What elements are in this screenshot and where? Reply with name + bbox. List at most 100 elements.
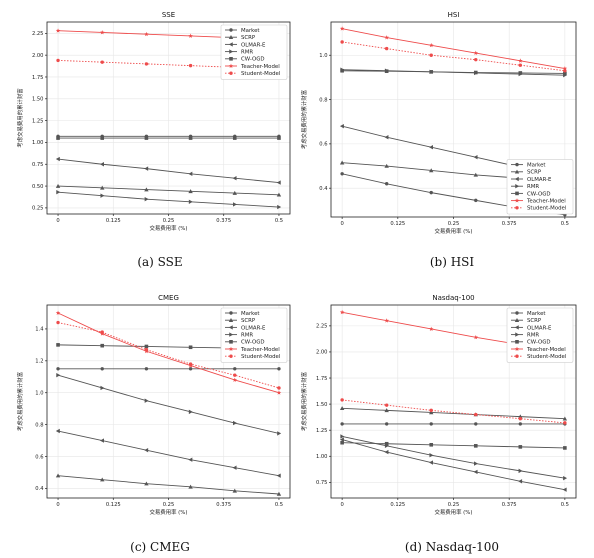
data-point-olmar-e <box>339 437 344 442</box>
legend-marker-rmr <box>515 184 520 189</box>
chart-title: CMEG <box>158 294 179 302</box>
legend-marker-market <box>515 311 519 315</box>
legend-label-teacher-model: Teacher-Model <box>240 64 280 70</box>
y-tick-label: 0.4 <box>35 486 44 492</box>
x-tick-label: 0.125 <box>106 218 121 224</box>
data-point-teacher-model <box>144 31 149 37</box>
legend-marker-olmar-e <box>514 325 519 330</box>
data-point-cw-ogd <box>100 343 105 348</box>
series-student-model <box>56 320 281 390</box>
data-point-rmr <box>56 189 61 195</box>
data-point-cw-ogd <box>188 136 193 140</box>
legend-marker-teacher-model <box>228 346 234 351</box>
data-point-student-model <box>56 58 60 63</box>
data-point-teacher-model <box>384 318 389 323</box>
legend-marker-market <box>515 162 519 167</box>
series-line-rmr <box>57 374 280 434</box>
series-cw-ogd <box>56 136 281 140</box>
data-point-scrp <box>55 473 61 478</box>
data-point-scrp <box>144 481 149 486</box>
data-point-scrp <box>188 189 193 194</box>
y-tick-label: 0.75 <box>316 480 328 486</box>
data-point-cw-ogd <box>100 136 105 140</box>
legend-marker-teacher-model <box>514 198 520 203</box>
legend-label-teacher-model: Teacher-Model <box>240 347 280 353</box>
data-point-scrp <box>384 163 389 168</box>
legend-marker-olmar-e <box>228 42 233 47</box>
x-axis-label: 交易费用率 (%) <box>150 508 188 516</box>
data-point-olmar-e <box>339 123 344 129</box>
data-point-teacher-model <box>428 42 434 48</box>
caption-b: (b) HSI <box>430 255 475 269</box>
legend-label-cw-ogd: CW-OGD <box>527 191 551 197</box>
y-tick-label: 1.25 <box>316 428 328 434</box>
legend-label-student-model: Student-Model <box>527 206 566 212</box>
x-tick-label: 0 <box>56 502 59 508</box>
series-line-student-model <box>342 41 565 72</box>
data-point-market <box>384 182 389 186</box>
chart-title: HSI <box>448 11 460 19</box>
legend-label-market: Market <box>241 311 260 317</box>
data-point-student-model <box>384 46 389 51</box>
data-point-student-model <box>474 412 478 417</box>
legend-marker-market <box>229 28 233 32</box>
data-point-cw-ogd <box>56 343 60 347</box>
legend-marker-scrp <box>514 318 520 322</box>
legend-marker-student-model <box>515 354 519 358</box>
series-line-scrp <box>342 407 565 420</box>
data-point-teacher-model <box>339 309 345 315</box>
legend-label-rmr: RMR <box>241 333 253 339</box>
legend-label-scrp: SCRP <box>241 35 256 41</box>
x-tick-label: 0.5 <box>561 502 569 508</box>
data-point-market <box>384 422 389 426</box>
data-point-olmar-e <box>55 428 60 434</box>
legend-label-cw-ogd: CW-OGD <box>241 57 265 63</box>
x-tick-label: 0.5 <box>275 502 283 508</box>
series-line-scrp <box>58 475 279 495</box>
data-point-student-model <box>144 62 149 66</box>
data-point-cw-ogd <box>144 344 149 349</box>
series-line-olmar-e <box>57 430 280 477</box>
data-point-scrp <box>339 406 345 411</box>
data-point-olmar-e <box>384 449 389 455</box>
legend-label-student-model: Student-Model <box>527 354 566 360</box>
caption-c: (c) CMEG <box>130 540 190 554</box>
y-tick-label: 1.00 <box>316 454 328 460</box>
chart-panel-3: 0.4 0.6 0.8 1.0 1.2 1.4 0 0.125 0.25 0.375 0.5 CMEG… <box>16 294 291 516</box>
series-line-rmr <box>342 436 565 479</box>
data-point-student-model <box>100 60 104 64</box>
series-line-teacher-model <box>57 312 280 394</box>
data-point-scrp <box>144 187 149 192</box>
series-rmr <box>56 189 282 210</box>
series-market <box>56 367 281 371</box>
legend-marker-student-model <box>229 71 233 75</box>
legend-box <box>220 24 288 80</box>
legend-label-market: Market <box>527 163 546 169</box>
data-point-scrp <box>188 484 193 489</box>
legend-marker-scrp <box>228 35 234 39</box>
legend-marker-scrp <box>228 318 234 322</box>
legend-label-rmr: RMR <box>527 184 539 190</box>
data-point-cw-ogd <box>563 446 567 450</box>
y-tick-label: 1.00 <box>32 140 44 146</box>
y-tick-label: 1.50 <box>316 402 328 408</box>
y-tick-label: 1.75 <box>316 376 328 382</box>
data-point-student-model <box>100 330 104 334</box>
data-point-rmr <box>56 372 61 378</box>
data-point-market <box>429 190 433 195</box>
data-point-rmr <box>563 475 568 481</box>
series-olmar-e <box>55 428 281 478</box>
data-point-market <box>340 172 344 176</box>
data-point-rmr <box>144 398 149 403</box>
data-point-student-model <box>277 386 281 390</box>
legend-marker-scrp <box>514 169 520 174</box>
data-point-rmr <box>474 461 478 466</box>
y-tick-label: 0.8 <box>35 422 43 428</box>
data-point-rmr <box>188 199 193 204</box>
y-tick-label: 1.4 <box>35 327 44 333</box>
legend-label-olmar-e: OLMAR-E <box>527 325 552 331</box>
data-point-student-model <box>233 373 237 377</box>
data-point-market <box>56 367 60 371</box>
